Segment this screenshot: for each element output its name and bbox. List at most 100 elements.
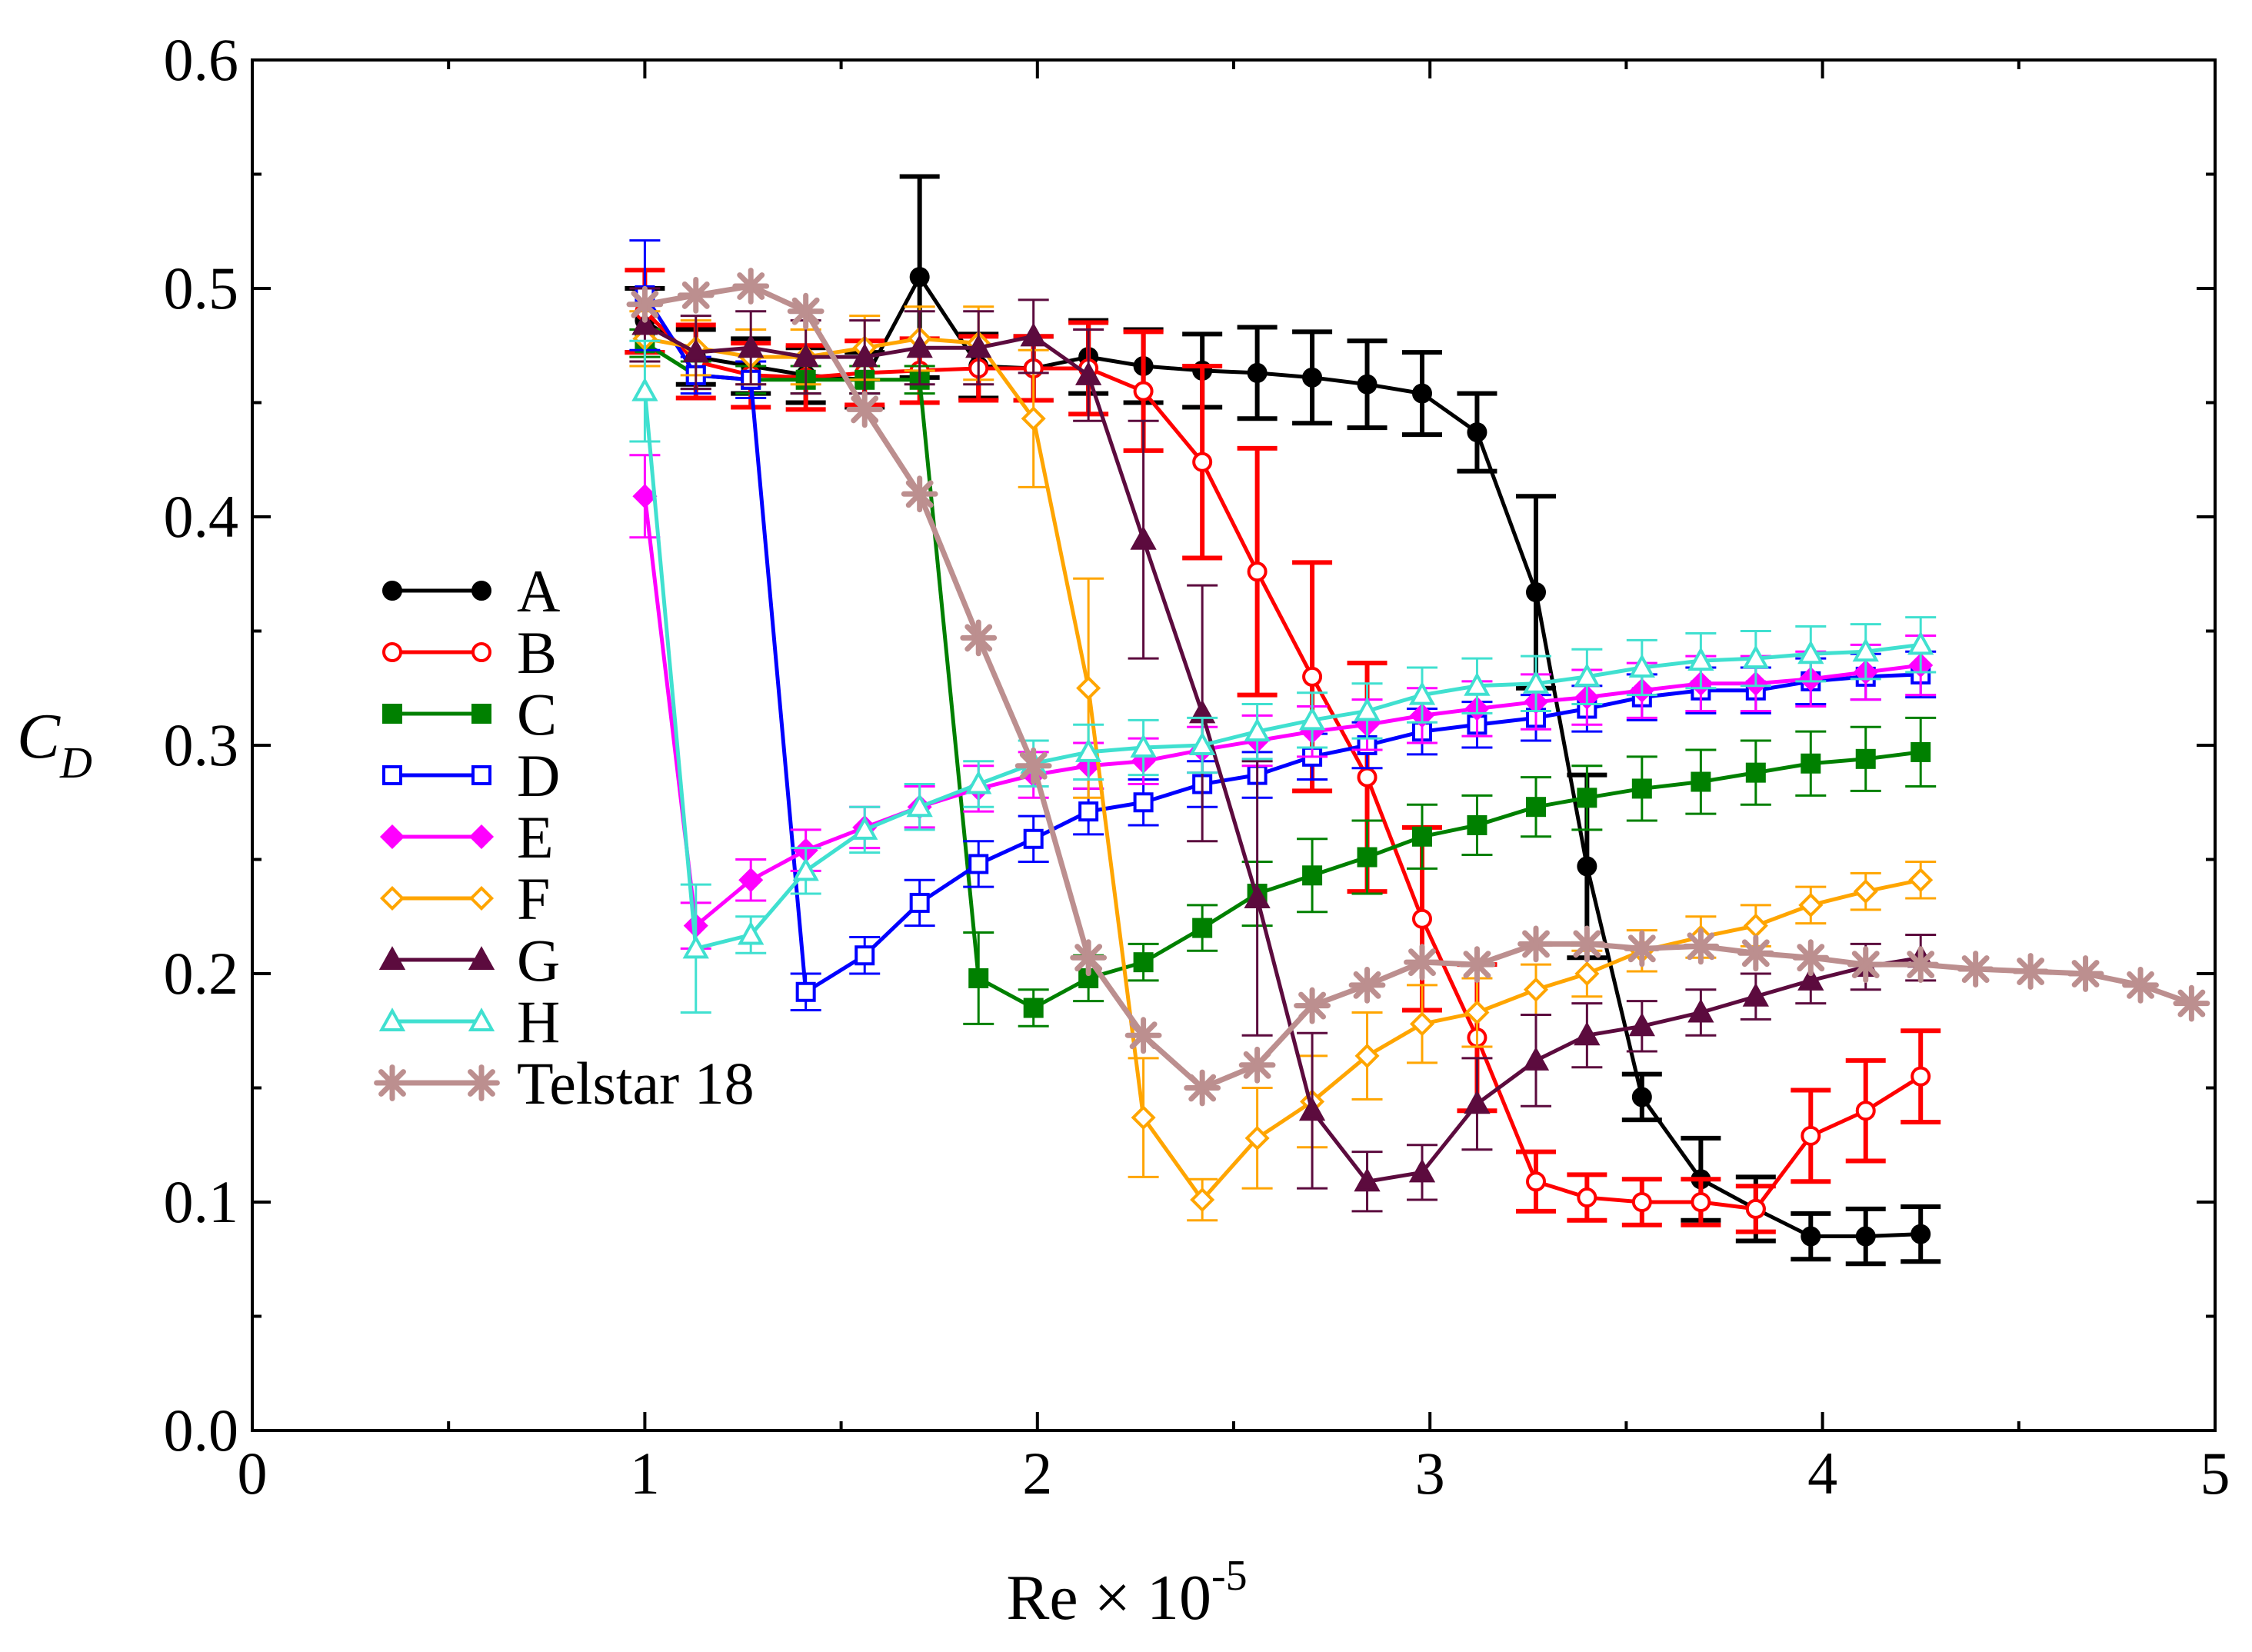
marker-stroke	[1019, 751, 1048, 780]
data-point	[1298, 706, 1326, 731]
data-point	[1526, 797, 1547, 818]
data-point	[1911, 741, 1931, 762]
data-point	[1628, 1012, 1655, 1037]
axes-layer: 0 1 2 3 4 5 0.0 0.1 0.2 0.3 0.4 0.5 0.6	[164, 26, 2230, 1507]
data-point	[677, 277, 715, 314]
data-point	[1745, 762, 1766, 783]
marker-stroke	[378, 1069, 406, 1097]
data-point	[1855, 748, 1876, 769]
data-point	[1354, 1043, 1380, 1068]
data-point	[1023, 828, 1044, 849]
data-point	[1244, 884, 1271, 908]
data-point	[1244, 1125, 1270, 1151]
x-tick-label: 2	[1022, 1440, 1052, 1507]
data-point	[1577, 856, 1597, 877]
legend-label: F	[517, 865, 550, 932]
data-point	[1075, 361, 1102, 385]
data-point	[1687, 647, 1714, 671]
legend-entry-f: F	[379, 865, 550, 932]
legend-marker-right	[468, 1008, 495, 1031]
y-axis-label-main: C	[17, 701, 61, 772]
data-point	[909, 892, 930, 913]
y-tick-label: 0.6	[164, 26, 239, 93]
legend-marker-left	[382, 581, 402, 601]
legend-entry-e: E	[379, 804, 554, 871]
legend-label: Telstar 18	[517, 1050, 755, 1117]
marker-stroke	[1687, 932, 1715, 961]
data-point	[1133, 381, 1154, 401]
data-point	[1354, 697, 1381, 721]
data-point	[1574, 663, 1601, 687]
data-point	[1124, 1017, 1162, 1054]
data-point	[738, 868, 764, 893]
legend-label: D	[517, 742, 560, 809]
data-point	[909, 267, 930, 288]
marker-stroke	[2071, 960, 2100, 988]
y-tick-label: 0.1	[164, 1168, 239, 1235]
data-point	[1526, 1171, 1547, 1192]
data-point	[1464, 1000, 1490, 1025]
marker-stroke	[1961, 955, 1990, 983]
data-point	[2122, 966, 2159, 1004]
data-point	[2012, 953, 2050, 990]
data-point	[631, 311, 658, 335]
legend-entry-b: B	[382, 619, 557, 686]
data-point	[1847, 946, 1884, 984]
data-point	[1021, 406, 1046, 431]
x-axis-label: Re × 10-5	[1006, 1552, 1247, 1634]
legend-marker-right	[471, 765, 491, 785]
data-point	[792, 343, 819, 368]
data-point	[1184, 1069, 1221, 1107]
marker-stroke	[2017, 958, 2045, 985]
legend-marker-left	[378, 946, 406, 970]
data-point	[787, 292, 825, 330]
data-point	[1745, 1198, 1766, 1219]
data-point	[1574, 1021, 1601, 1046]
legend-entry-a: A	[382, 558, 560, 624]
data-point	[1911, 1066, 1931, 1087]
data-point	[1742, 982, 1769, 1007]
data-point	[1577, 788, 1597, 808]
data-point	[1568, 925, 1606, 963]
data-point	[738, 921, 765, 945]
data-point	[1302, 367, 1323, 388]
data-point	[1855, 1226, 1876, 1247]
data-point	[1464, 671, 1491, 696]
marker-stroke	[1188, 1074, 1217, 1102]
data-point	[631, 377, 658, 401]
data-point	[965, 334, 992, 358]
marker-stroke	[905, 480, 934, 508]
y-axis-label: CD	[17, 701, 92, 788]
data-point	[1691, 771, 1711, 792]
legend-entry-h: H	[378, 988, 560, 1055]
data-point	[1458, 946, 1496, 984]
data-point	[965, 770, 992, 794]
axis-labels: Re × 10-5 CD	[17, 701, 1248, 1634]
data-point	[1192, 451, 1213, 472]
data-point	[1691, 1192, 1711, 1212]
data-point	[1742, 644, 1769, 669]
data-point	[1574, 961, 1600, 987]
data-point	[1244, 718, 1271, 742]
data-point	[1238, 1046, 1276, 1084]
data-point	[1130, 525, 1157, 550]
data-point	[1522, 1046, 1550, 1071]
data-point	[1467, 814, 1487, 835]
legend-label: H	[517, 988, 560, 1055]
marker-stroke	[1298, 991, 1327, 1020]
data-point	[1070, 939, 1108, 977]
data-point	[1801, 1226, 1821, 1247]
series-line	[644, 323, 1921, 1184]
data-point	[1687, 998, 1714, 1023]
data-point	[1076, 675, 1101, 701]
data-point	[1526, 582, 1547, 603]
data-point	[2067, 955, 2104, 992]
data-point	[792, 857, 819, 881]
data-point	[1957, 951, 1994, 988]
legend-entry-c: C	[382, 681, 557, 748]
legend-marker-left	[378, 1008, 406, 1031]
data-point	[1075, 738, 1102, 762]
data-point	[795, 981, 816, 1002]
data-point	[682, 338, 709, 363]
